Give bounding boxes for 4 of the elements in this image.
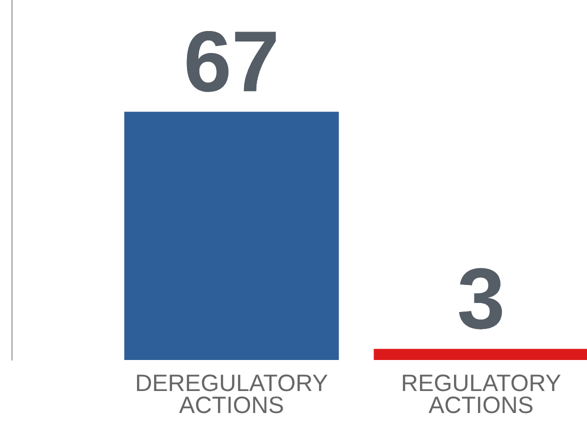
x-tick-label: DEREGULATORY ACTIONS [137,374,328,414]
data-label: 3 [459,268,502,330]
data-label: 67 [186,30,276,92]
x-tick-label: REGULATORY ACTIONS [402,374,561,414]
